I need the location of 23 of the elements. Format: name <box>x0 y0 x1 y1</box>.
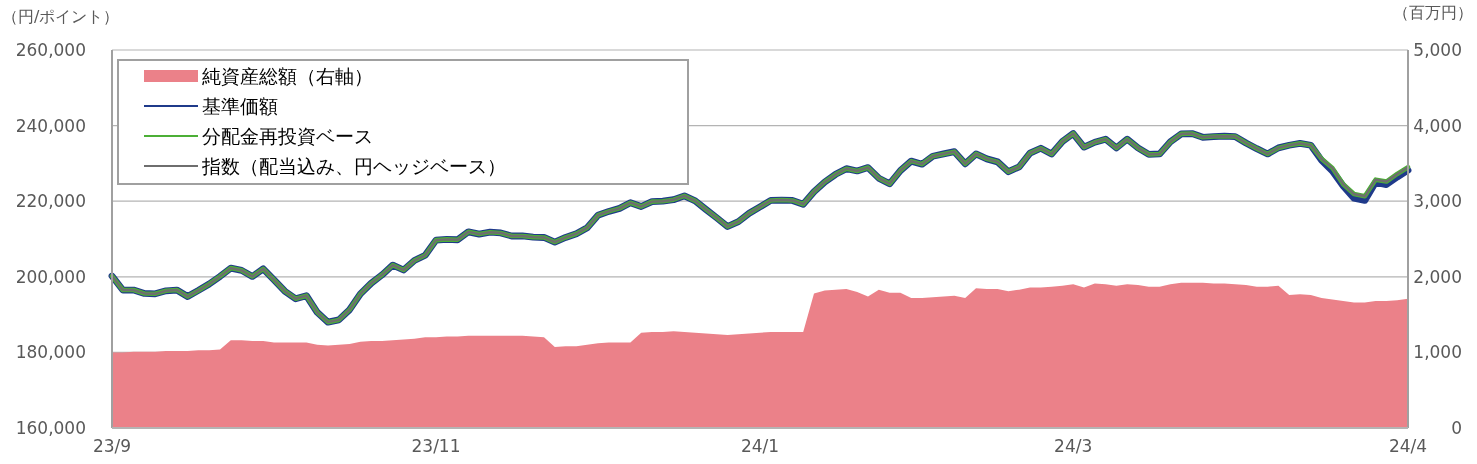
legend-label: 純資産総額（右軸） <box>202 64 373 87</box>
y2-tick-label: 5,000 <box>1413 39 1462 60</box>
y2-tick-label: 3,000 <box>1413 191 1462 212</box>
legend-label: 指数（配当込み、円ヘッジベース） <box>201 154 506 177</box>
y-tick-label: 160,000 <box>15 417 86 438</box>
y-tick-label: 200,000 <box>15 266 86 287</box>
x-tick-label: 23/11 <box>411 436 461 456</box>
x-tick-label: 23/9 <box>92 436 132 456</box>
x-tick-label: 24/1 <box>740 436 780 456</box>
legend-label: 基準価額 <box>202 94 278 117</box>
legend-label: 分配金再投資ベース <box>202 124 373 147</box>
y2-tick-label: 2,000 <box>1413 266 1462 287</box>
y2-tick-label: 4,000 <box>1413 115 1462 136</box>
x-tick-label: 24/3 <box>1054 436 1093 456</box>
y2-axis-title: （百万円） <box>1393 3 1473 22</box>
y-tick-label: 260,000 <box>15 39 86 60</box>
x-tick-label: 24/4 <box>1388 436 1428 456</box>
y-tick-label: 220,000 <box>15 191 86 212</box>
y-axis-title: （円/ポイント） <box>2 7 120 26</box>
y-tick-label: 240,000 <box>15 115 86 136</box>
y2-tick-label: 1,000 <box>1413 342 1462 363</box>
y2-tick-label: 0 <box>1451 417 1462 438</box>
y-tick-label: 180,000 <box>15 342 86 363</box>
